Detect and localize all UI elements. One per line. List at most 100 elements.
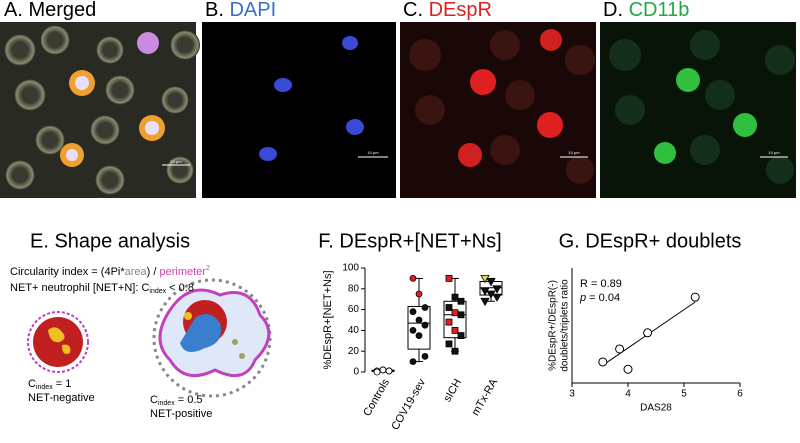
point bbox=[415, 332, 423, 340]
point bbox=[421, 352, 429, 360]
cell-index: Cindex = 1 bbox=[28, 378, 71, 391]
formula-part: 2 bbox=[206, 265, 210, 272]
point bbox=[451, 309, 459, 317]
y-tick-label: 100 bbox=[342, 263, 359, 274]
point bbox=[690, 292, 700, 302]
point bbox=[480, 297, 490, 307]
criterion-part: NET+ neutrophil [NET+N]: C bbox=[10, 282, 149, 294]
point bbox=[445, 340, 453, 348]
scale-bar-label: 10 µm bbox=[768, 150, 780, 155]
point bbox=[623, 364, 633, 374]
panel-title: A. Merged bbox=[4, 0, 96, 21]
formula-part: Circularity index = (4Pi* bbox=[10, 266, 125, 278]
scale-bar-label: 10 µm bbox=[367, 150, 379, 155]
box bbox=[443, 300, 467, 339]
cell-positive bbox=[152, 278, 272, 398]
annotation-part: R = 0.89 bbox=[580, 278, 622, 290]
cell-index-part: C bbox=[28, 378, 36, 390]
point bbox=[409, 358, 417, 366]
point bbox=[415, 290, 423, 298]
point bbox=[385, 367, 393, 375]
cell-index-part: = 0.5 bbox=[175, 394, 203, 406]
annotation-part: = 0.04 bbox=[586, 292, 620, 304]
point bbox=[409, 308, 417, 316]
cell-index-part: index bbox=[36, 384, 53, 391]
y-tick-label: 0 bbox=[353, 367, 359, 378]
title-part: D. bbox=[603, 0, 629, 21]
point bbox=[457, 332, 465, 340]
panel-title: D. CD11b bbox=[603, 0, 689, 21]
point bbox=[445, 274, 453, 282]
cell-index-part: index bbox=[158, 400, 175, 407]
point bbox=[409, 326, 417, 334]
point bbox=[421, 321, 429, 329]
cell-negative bbox=[27, 311, 89, 373]
point bbox=[492, 293, 502, 302]
point bbox=[451, 347, 459, 355]
title-part: DEspR bbox=[429, 0, 492, 21]
panel-d bbox=[600, 22, 796, 198]
y-tick-label: 40 bbox=[348, 325, 360, 336]
formula-part: ) / bbox=[147, 266, 160, 278]
panel-c bbox=[400, 22, 596, 198]
title-part: A. Merged bbox=[4, 0, 96, 21]
box bbox=[407, 305, 431, 350]
point bbox=[373, 368, 381, 376]
cell-label: NET-negative bbox=[28, 392, 95, 404]
cell-index-part: = 1 bbox=[53, 378, 72, 390]
annotation: R = 0.89 bbox=[580, 278, 622, 290]
title-part: DAPI bbox=[229, 0, 276, 21]
panel-title: B. DAPI bbox=[205, 0, 276, 21]
chart-title: F. DEspR+[NET+Ns] bbox=[318, 230, 501, 252]
formula-part: perimeter bbox=[160, 266, 207, 278]
x-tick-label: 5 bbox=[681, 389, 687, 400]
y-axis-label: %DEspR+[NET+Ns] bbox=[322, 270, 334, 369]
point bbox=[457, 297, 465, 305]
panel-title: C. DEspR bbox=[403, 0, 492, 21]
point bbox=[486, 278, 496, 287]
point bbox=[643, 328, 653, 338]
annotation: p = 0.04 bbox=[579, 292, 620, 304]
point bbox=[615, 344, 625, 354]
cell-index-part: C bbox=[150, 394, 158, 406]
point bbox=[445, 304, 453, 311]
criterion-part: index bbox=[149, 288, 166, 295]
annotation-part: p bbox=[579, 292, 586, 304]
y-tick-label: 80 bbox=[348, 283, 360, 294]
title-part: CD11b bbox=[629, 0, 690, 21]
x-tick-label: COV19-sev bbox=[389, 377, 428, 433]
point bbox=[445, 318, 453, 326]
panel-b bbox=[202, 22, 396, 198]
point bbox=[421, 304, 429, 311]
cell-index: Cindex = 0.5 bbox=[150, 394, 203, 407]
title-part: C. bbox=[403, 0, 429, 21]
criterion-part: < 0.8 bbox=[166, 282, 194, 294]
panel-a bbox=[0, 22, 200, 198]
criterion: NET+ neutrophil [NET+N]: Cindex < 0.8 bbox=[10, 282, 194, 295]
title-part: B. bbox=[205, 0, 229, 21]
point bbox=[451, 293, 459, 301]
formula: Circularity index = (4Pi*area) / perimet… bbox=[10, 265, 210, 278]
y-tick-label: 20 bbox=[348, 346, 360, 357]
y-axis-label: %DEspR+/DEspR(-) bbox=[548, 280, 559, 371]
x-tick-label: 4 bbox=[625, 389, 631, 400]
chart-title: G. DEspR+ doublets bbox=[559, 230, 742, 252]
x-tick-label: 3 bbox=[569, 389, 575, 400]
point bbox=[451, 326, 459, 334]
x-tick-label: mTx-RA bbox=[470, 376, 501, 417]
x-axis-label: DAS28 bbox=[640, 403, 672, 414]
formula-part: area bbox=[125, 266, 148, 278]
cell-label: NET-positive bbox=[150, 408, 212, 420]
point bbox=[379, 366, 387, 374]
y-axis-label: doublets/triplets ratio bbox=[560, 279, 571, 372]
x-tick-label: Controls bbox=[361, 377, 392, 419]
x-tick-label: sICH bbox=[441, 377, 464, 404]
point bbox=[409, 274, 417, 282]
point bbox=[598, 357, 608, 367]
scale-bar-label: 10 µm bbox=[568, 150, 580, 155]
point bbox=[457, 311, 465, 319]
y-tick-label: 60 bbox=[348, 304, 360, 315]
point bbox=[415, 316, 423, 324]
